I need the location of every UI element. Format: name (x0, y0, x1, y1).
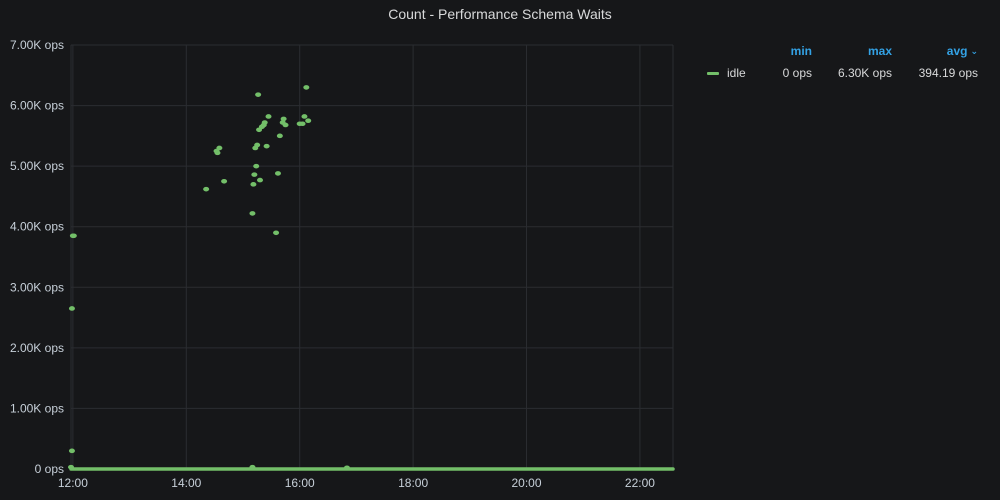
data-point (276, 133, 283, 139)
data-point (303, 85, 310, 90)
axis-layer: 0 ops 1.00K ops 2.00K ops 3.00K ops 4.00K op… (10, 38, 655, 490)
y-tick-label: 7.00K ops (10, 38, 64, 52)
legend-series-name[interactable]: idle (727, 66, 746, 80)
data-point (253, 163, 260, 169)
data-point (274, 171, 281, 176)
data-layer (68, 85, 675, 471)
data-point (255, 92, 262, 97)
data-point (251, 172, 258, 177)
y-tick-label: 4.00K ops (10, 220, 64, 234)
y-tick-label: 3.00K ops (10, 280, 64, 294)
data-point (216, 145, 223, 151)
y-tick-label: 5.00K ops (10, 159, 64, 173)
legend-header: min max avg ⌄ (700, 40, 990, 62)
data-point (305, 118, 312, 124)
y-tick-label: 1.00K ops (10, 401, 64, 415)
legend-header-avg[interactable]: avg ⌄ (892, 44, 978, 58)
x-tick-label: 14:00 (171, 476, 201, 490)
data-point (249, 211, 256, 216)
data-point (299, 121, 306, 127)
legend-min-value: 0 ops (782, 66, 812, 80)
legend-max-value: 6.30K ops (837, 66, 892, 80)
data-point (257, 177, 264, 183)
data-point (68, 464, 74, 470)
y-tick-label: 0 ops (35, 462, 64, 476)
x-tick-label: 22:00 (625, 476, 655, 490)
y-tick-label: 2.00K ops (10, 341, 64, 355)
x-tick-label: 16:00 (285, 476, 315, 490)
y-tick-label: 6.00K ops (10, 99, 64, 113)
x-tick-label: 18:00 (398, 476, 428, 490)
x-tick-label: 12:00 (58, 476, 88, 490)
x-tick-label: 20:00 (512, 476, 542, 490)
data-point (250, 182, 257, 187)
legend: min max avg ⌄ idle 0 ops 6.30K ops 394.19… (700, 40, 990, 84)
legend-header-min[interactable]: min (790, 44, 812, 58)
data-point (263, 143, 270, 149)
series-color-swatch[interactable] (707, 71, 719, 75)
data-point (68, 306, 75, 311)
data-point (273, 230, 280, 236)
legend-header-max[interactable]: max (867, 44, 892, 58)
data-point (254, 142, 261, 148)
legend-row[interactable]: idle 0 ops 6.30K ops 394.19 ops (700, 62, 990, 84)
data-point (282, 122, 289, 128)
grid-layer (70, 44, 674, 470)
panel-title[interactable]: Count - Performance Schema Waits (388, 6, 612, 22)
data-point (68, 448, 75, 454)
legend-header-avg-label[interactable]: avg (946, 44, 968, 58)
data-point (214, 150, 221, 156)
data-point (301, 114, 308, 119)
data-point (265, 114, 272, 119)
chevron-down-icon[interactable]: ⌄ (970, 46, 978, 56)
data-point (221, 178, 228, 184)
data-point (249, 464, 256, 470)
data-point (203, 186, 210, 192)
data-point (261, 120, 268, 125)
data-point (280, 116, 287, 122)
data-point (70, 233, 77, 239)
legend-avg-value: 394.19 ops (918, 66, 978, 80)
data-point (343, 465, 350, 471)
